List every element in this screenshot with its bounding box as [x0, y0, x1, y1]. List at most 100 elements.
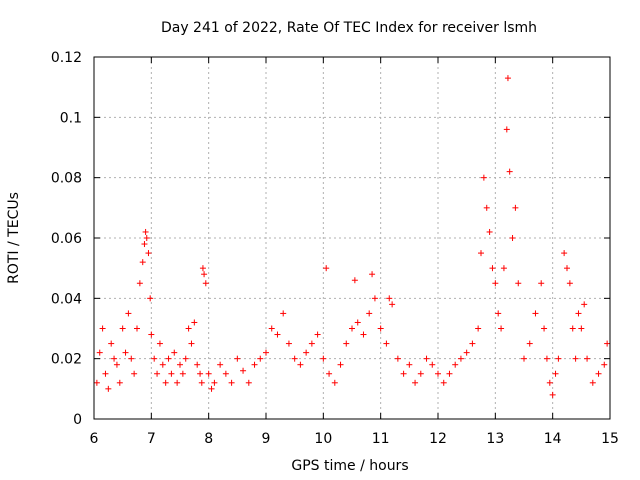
- data-point: [564, 265, 570, 272]
- data-point: [498, 325, 505, 332]
- x-tick-label: 15: [601, 431, 619, 447]
- data-point: [165, 355, 172, 362]
- y-tick-label: 0.1: [60, 110, 82, 126]
- data-point: [168, 370, 175, 377]
- data-point: [489, 265, 496, 272]
- data-point: [351, 277, 358, 284]
- x-tick-label: 14: [544, 431, 562, 447]
- data-point: [285, 340, 292, 347]
- y-tick-label: 0.12: [51, 50, 82, 66]
- data-point: [506, 168, 513, 175]
- y-tick-label: 0.06: [51, 231, 82, 247]
- x-tick-label: 7: [147, 431, 156, 447]
- data-point: [147, 295, 154, 302]
- data-point: [604, 340, 611, 347]
- y-tick-label: 0.08: [51, 171, 82, 187]
- data-point: [555, 355, 562, 362]
- data-point: [125, 310, 132, 317]
- data-point: [549, 391, 556, 398]
- data-point: [198, 379, 205, 386]
- data-point: [569, 325, 576, 332]
- data-point: [268, 325, 275, 332]
- data-point: [201, 271, 208, 278]
- data-point: [291, 355, 298, 362]
- data-point: [211, 379, 218, 386]
- data-point: [142, 228, 149, 235]
- data-point: [452, 361, 459, 368]
- data-point: [538, 280, 545, 287]
- data-point: [495, 310, 502, 317]
- data-point: [389, 301, 396, 308]
- data-point: [595, 370, 602, 377]
- data-point: [274, 331, 281, 338]
- x-tick-label: 9: [262, 431, 271, 447]
- data-point: [601, 361, 608, 368]
- data-point: [503, 126, 510, 133]
- data-point: [457, 355, 464, 362]
- data-point: [417, 370, 424, 377]
- data-point: [202, 280, 209, 287]
- data-point: [303, 349, 310, 356]
- data-point: [323, 265, 330, 272]
- data-point: [191, 319, 198, 326]
- data-point: [308, 340, 315, 347]
- data-point: [154, 370, 161, 377]
- data-point: [96, 349, 103, 356]
- data-point: [440, 379, 447, 386]
- data-point: [500, 265, 507, 272]
- data-point: [116, 379, 123, 386]
- data-point: [572, 355, 579, 362]
- data-point: [343, 340, 350, 347]
- x-tick-label: 8: [204, 431, 213, 447]
- data-point: [199, 265, 206, 272]
- data-point: [552, 370, 559, 377]
- data-point: [174, 379, 181, 386]
- data-point: [159, 361, 166, 368]
- x-tick-label: 10: [314, 431, 332, 447]
- data-point: [217, 361, 224, 368]
- data-point: [512, 204, 519, 211]
- data-point: [145, 250, 152, 257]
- x-tick-label: 12: [429, 431, 447, 447]
- data-point: [406, 361, 413, 368]
- x-tick-label: 11: [372, 431, 390, 447]
- chart-title: Day 241 of 2022, Rate Of TEC Index for r…: [161, 20, 537, 36]
- data-point: [182, 355, 189, 362]
- data-point: [139, 259, 146, 266]
- data-point: [151, 355, 158, 362]
- data-point: [543, 355, 550, 362]
- data-point: [532, 310, 539, 317]
- data-point: [354, 319, 361, 326]
- data-point: [486, 228, 493, 235]
- data-point: [156, 340, 163, 347]
- y-tick-label: 0.04: [51, 291, 82, 307]
- data-point: [185, 325, 192, 332]
- data-point: [483, 204, 490, 211]
- data-point: [546, 379, 553, 386]
- data-point: [131, 370, 138, 377]
- data-point: [366, 310, 373, 317]
- data-point: [337, 361, 344, 368]
- data-point: [492, 280, 499, 287]
- data-point: [234, 355, 241, 362]
- data-point: [197, 370, 204, 377]
- data-point: [446, 370, 453, 377]
- data-point: [240, 367, 247, 374]
- data-point: [423, 355, 430, 362]
- data-point: [188, 340, 195, 347]
- data-point: [179, 370, 186, 377]
- axis-ticks: [93, 56, 611, 420]
- data-point: [369, 271, 376, 278]
- data-point: [578, 325, 585, 332]
- data-point: [105, 385, 112, 392]
- data-point: [141, 241, 148, 248]
- x-tick-label: 6: [90, 431, 99, 447]
- data-point: [93, 379, 100, 386]
- data-point: [360, 331, 367, 338]
- data-point: [113, 361, 120, 368]
- data-point: [320, 355, 327, 362]
- data-point: [326, 370, 333, 377]
- data-point: [561, 250, 568, 257]
- data-point: [566, 280, 573, 287]
- data-point: [257, 355, 264, 362]
